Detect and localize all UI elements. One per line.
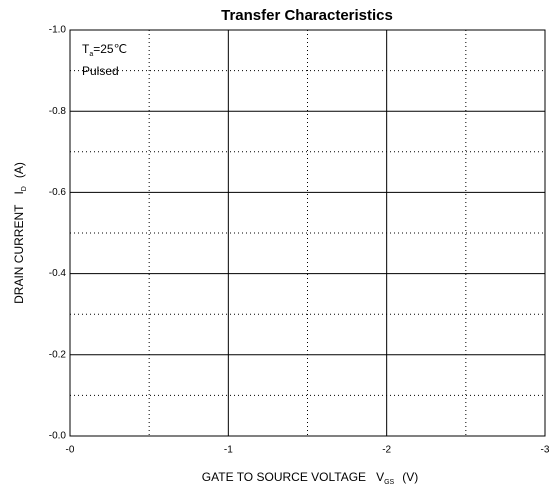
x-label-unit: (V) xyxy=(402,470,418,484)
y-tick-label: -0.2 xyxy=(49,349,67,360)
x-tick-label: -3 xyxy=(541,445,550,456)
annotation: Pulsed xyxy=(82,64,119,78)
x-tick-label: -2 xyxy=(382,445,391,456)
x-tick-label: -1 xyxy=(224,445,233,456)
chart-title: Transfer Characteristics xyxy=(221,7,393,24)
annotation-text: =25℃ xyxy=(93,42,127,56)
y-label-unit: (A) xyxy=(12,162,26,178)
x-label-text: GATE TO SOURCE VOLTAGE xyxy=(202,470,366,484)
y-label-text: DRAIN CURRENT xyxy=(12,204,26,304)
y-tick-label: -0.8 xyxy=(49,106,67,117)
y-tick-label: -1.0 xyxy=(49,25,67,36)
annotation: Ta=25℃ xyxy=(82,42,127,58)
y-tick-label: -0.4 xyxy=(49,268,67,279)
x-label-symbol: V xyxy=(376,470,384,484)
annotation-symbol: T xyxy=(82,42,90,56)
y-tick-label: -0.0 xyxy=(49,431,67,442)
plot-frame xyxy=(69,29,546,437)
x-axis-label: GATE TO SOURCE VOLTAGE VGS (V) xyxy=(202,470,418,486)
annotation-sub: a xyxy=(89,51,93,58)
y-label-sub: D xyxy=(21,186,28,191)
y-label-symbol: I xyxy=(12,191,26,194)
x-tick-label: -0 xyxy=(66,445,75,456)
x-label-sub: GS xyxy=(384,479,394,486)
y-tick-label: -0.6 xyxy=(49,187,67,198)
y-axis-label: DRAIN CURRENT ID (A) xyxy=(12,162,28,304)
